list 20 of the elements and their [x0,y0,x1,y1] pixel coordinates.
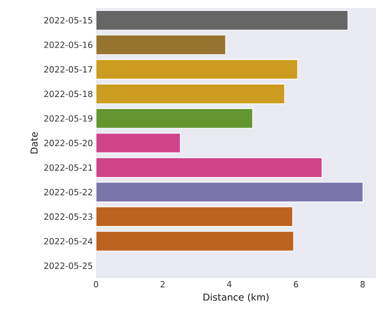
x-tick-label: 2 [160,281,165,288]
x-tick-label: 4 [227,281,232,288]
y-tick-label: 2022-05-23 [44,213,92,220]
x-tick-label: 0 [94,281,98,288]
y-tick-label: 2022-05-22 [44,188,92,196]
y-tick-label: 2022-05-19 [44,115,92,122]
y-tick-label: 2022-05-17 [44,66,92,73]
y-tick-label: 2022-05-21 [44,164,92,171]
y-tick-label: 2022-05-18 [44,90,92,98]
y-tick-label: 2022-05-24 [44,238,92,244]
y-tick-label: 2022-05-25 [44,262,92,269]
x-axis-title: Distance (km) [204,293,269,302]
y-tick-label: 2022-05-20 [44,140,92,146]
bar [96,84,286,104]
y-tick-label: 2022-05-15 [44,17,92,24]
x-tick-label: 6 [294,281,298,288]
x-tick-label: 8 [360,281,365,288]
y-axis-title: Date [30,132,38,154]
bar [96,230,294,252]
y-tick-label: 2022-05-16 [44,42,92,48]
